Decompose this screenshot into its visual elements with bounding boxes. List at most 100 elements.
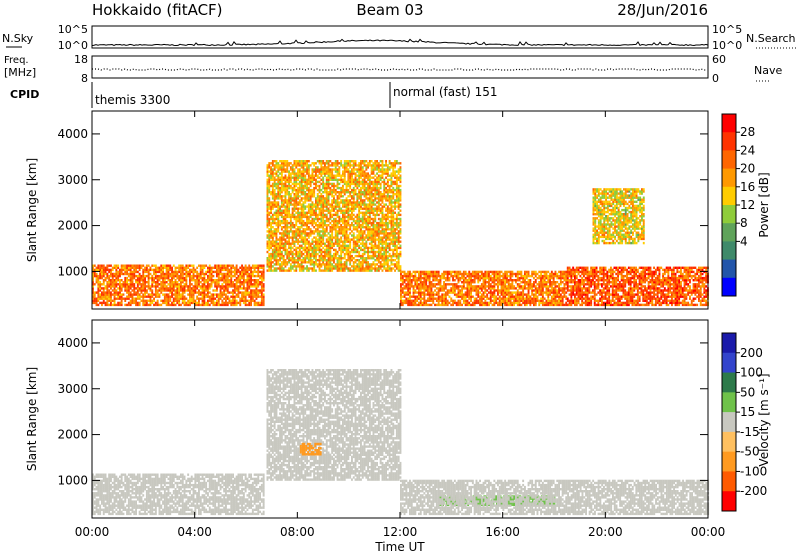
data-cell bbox=[388, 248, 391, 252]
data-cell bbox=[300, 259, 303, 262]
data-cell bbox=[340, 250, 343, 254]
data-cell bbox=[405, 291, 408, 294]
data-cell bbox=[356, 170, 359, 173]
data-cell bbox=[192, 301, 195, 305]
data-cell bbox=[226, 281, 229, 284]
data-cell bbox=[291, 226, 294, 229]
data-cell bbox=[266, 186, 269, 190]
data-cell bbox=[309, 211, 312, 214]
data-cell bbox=[360, 166, 362, 169]
data-cell bbox=[156, 281, 159, 284]
data-cell bbox=[277, 168, 280, 171]
data-cell bbox=[286, 263, 289, 266]
data-cell bbox=[183, 303, 186, 307]
data-cell bbox=[358, 219, 361, 223]
data-cell bbox=[329, 174, 332, 177]
data-cell bbox=[334, 174, 337, 177]
data-cell bbox=[358, 172, 361, 175]
data-cell bbox=[418, 276, 420, 280]
data-cell bbox=[363, 242, 366, 245]
data-cell bbox=[277, 166, 280, 169]
data-cell bbox=[279, 267, 281, 270]
data-cell bbox=[99, 274, 102, 278]
data-cell bbox=[270, 209, 272, 212]
data-cell bbox=[358, 203, 361, 206]
data-cell bbox=[352, 182, 355, 186]
data-cell bbox=[255, 297, 258, 300]
data-cell bbox=[322, 195, 325, 198]
data-cell bbox=[392, 232, 395, 235]
data-cell bbox=[309, 180, 312, 184]
data-cell bbox=[300, 246, 303, 250]
data-cell bbox=[185, 266, 188, 269]
data-cell bbox=[349, 180, 352, 184]
data-cell bbox=[286, 203, 289, 206]
data-cell bbox=[298, 195, 301, 198]
data-cell bbox=[343, 182, 346, 186]
data-cell bbox=[133, 268, 136, 272]
data-cell bbox=[304, 230, 307, 233]
data-cell bbox=[351, 170, 353, 173]
data-cell bbox=[259, 303, 261, 307]
data-cell bbox=[244, 291, 247, 294]
data-cell bbox=[106, 285, 109, 288]
data-cell bbox=[133, 285, 136, 288]
data-cell bbox=[390, 254, 393, 258]
data-cell bbox=[300, 207, 303, 210]
data-cell bbox=[377, 238, 380, 241]
data-cell bbox=[367, 186, 369, 190]
data-cell bbox=[151, 295, 154, 298]
data-cell bbox=[370, 238, 373, 241]
data-cell bbox=[437, 274, 440, 278]
data-cell bbox=[342, 174, 344, 177]
data-cell bbox=[255, 274, 258, 278]
data-cell bbox=[298, 217, 301, 221]
data-cell bbox=[286, 168, 289, 171]
data-cell bbox=[409, 297, 411, 300]
data-cell bbox=[418, 272, 420, 276]
data-cell bbox=[300, 250, 303, 254]
data-cell bbox=[320, 197, 323, 200]
data-cell bbox=[327, 244, 330, 247]
data-cell bbox=[172, 274, 175, 278]
data-cell bbox=[232, 291, 234, 294]
data-cell bbox=[302, 197, 305, 200]
data-cell bbox=[358, 197, 361, 200]
data-cell bbox=[365, 211, 368, 214]
data-cell bbox=[395, 263, 398, 266]
data-cell bbox=[338, 244, 341, 247]
data-cell bbox=[352, 246, 355, 250]
data-cell bbox=[129, 295, 132, 298]
data-cell bbox=[370, 203, 373, 206]
data-cell bbox=[233, 272, 236, 276]
data-cell bbox=[419, 285, 422, 288]
data-cell bbox=[345, 188, 348, 192]
data-cell bbox=[325, 180, 328, 184]
data-cell bbox=[219, 287, 222, 290]
data-cell bbox=[284, 226, 287, 229]
data-cell bbox=[275, 215, 278, 219]
data-cell bbox=[106, 266, 109, 269]
data-cell bbox=[198, 281, 200, 284]
data-cell bbox=[280, 240, 283, 243]
data-cell bbox=[126, 283, 128, 286]
data-cell bbox=[338, 265, 341, 268]
data-cell bbox=[181, 289, 184, 292]
data-cell bbox=[352, 257, 355, 260]
data-cell bbox=[397, 269, 400, 272]
data-cell bbox=[388, 242, 391, 245]
data-cell bbox=[280, 184, 283, 188]
data-cell bbox=[347, 252, 350, 256]
data-cell bbox=[144, 276, 146, 280]
data-cell bbox=[365, 182, 368, 186]
data-cell bbox=[354, 207, 357, 210]
data-cell bbox=[102, 299, 105, 302]
data-cell bbox=[101, 272, 103, 276]
data-cell bbox=[409, 287, 411, 290]
data-cell bbox=[360, 224, 362, 227]
data-cell bbox=[242, 283, 245, 286]
data-cell bbox=[385, 234, 387, 237]
data-cell bbox=[372, 180, 375, 184]
data-cell bbox=[198, 274, 200, 278]
data-cell bbox=[343, 199, 346, 202]
